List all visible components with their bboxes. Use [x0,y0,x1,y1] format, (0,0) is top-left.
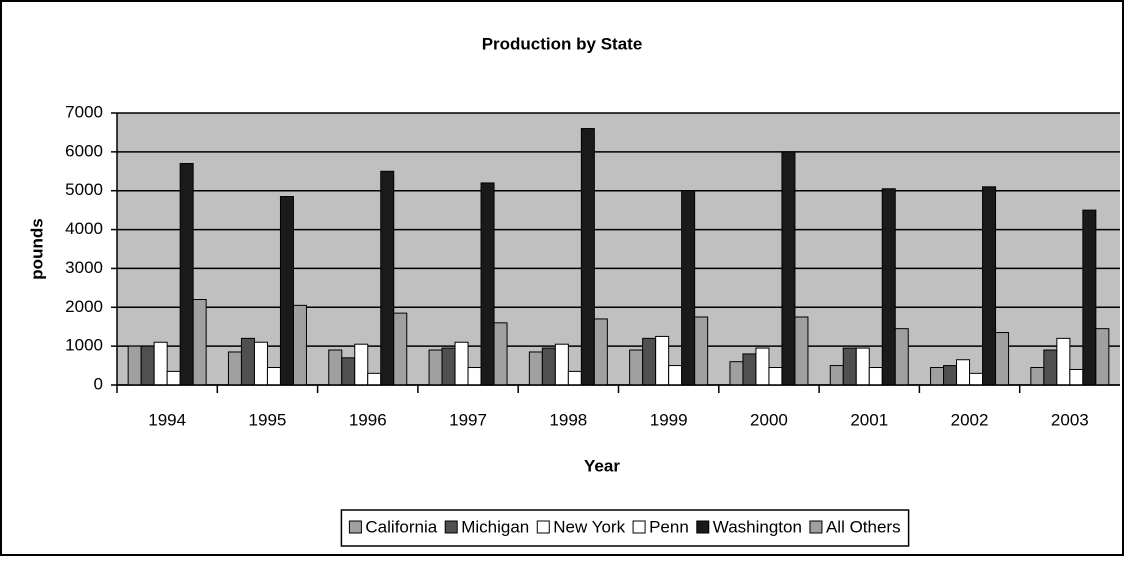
bar [253,341,268,386]
bar [140,345,155,386]
bar [1095,328,1110,386]
bar [153,341,168,386]
bar [179,163,194,386]
bar [593,318,608,386]
bar [930,367,945,386]
bar [266,367,281,386]
y-tick-label: 2000 [65,297,103,316]
bar [328,349,343,386]
x-tick-label: 2000 [750,410,788,429]
bar [995,332,1010,386]
bar [380,170,395,386]
legend-swatch [536,520,550,534]
bar [681,190,696,386]
x-tick-label: 1998 [549,410,587,429]
bar [580,128,595,386]
y-tick-label: 0 [94,374,103,393]
bar [668,365,683,386]
bar [969,372,984,386]
x-tick-label: 2002 [951,410,989,429]
x-tick-label: 2001 [850,410,888,429]
bar [729,361,744,386]
chart-title: Production by State [482,34,643,53]
bar [467,367,482,386]
bar [1069,368,1084,386]
legend-label: New York [553,517,625,536]
legend-swatch [348,520,362,534]
bar [227,351,242,386]
bar [192,299,207,386]
bar [1056,337,1071,386]
x-tick-label: 1995 [249,410,287,429]
bar [943,365,958,386]
bar [393,312,408,386]
bar [642,337,657,386]
bar [982,186,997,386]
bar [493,322,508,386]
x-tick-label: 1999 [650,410,688,429]
legend-label: Michigan [461,517,529,536]
bar [881,188,896,386]
bar [894,328,909,386]
legend-swatch [444,520,458,534]
x-tick-label: 1996 [349,410,387,429]
bar [829,365,844,386]
bar [629,349,644,386]
bar [528,351,543,386]
bar [279,196,294,386]
bar [292,304,307,386]
bar [166,370,181,386]
bar [755,347,770,386]
bar [855,347,870,386]
bar [127,345,142,386]
y-tick-label: 4000 [65,219,103,238]
bar [454,341,469,386]
legend-swatch [809,520,823,534]
y-axis-label: pounds [27,218,46,279]
bar [655,335,670,386]
bar [240,337,255,386]
bar [694,316,709,386]
y-tick-label: 6000 [65,141,103,160]
y-tick-label: 7000 [65,102,103,121]
bar [554,343,569,386]
bar [354,343,369,386]
legend-swatch [696,520,710,534]
bar [842,347,857,386]
legend-label: Penn [649,517,689,536]
bar [428,349,443,386]
bar [1030,367,1045,386]
x-axis-label: Year [584,456,620,475]
x-tick-label: 1997 [449,410,487,429]
bar [794,316,809,386]
bar [341,357,356,386]
bar [541,347,556,386]
y-tick-label: 3000 [65,258,103,277]
bar [367,372,382,386]
legend-label: All Others [826,517,901,536]
y-tick-label: 1000 [65,336,103,355]
bar [956,359,971,386]
y-tick-label: 5000 [65,180,103,199]
bar [768,367,783,386]
bar [1043,349,1058,386]
bar [868,367,883,386]
legend-label: California [365,517,437,536]
x-tick-label: 1994 [148,410,186,429]
x-tick-label: 2003 [1051,410,1089,429]
bar [781,151,796,386]
bar [480,182,495,386]
bar [742,353,757,386]
bar [567,370,582,386]
bar [441,347,456,386]
legend-swatch [632,520,646,534]
bar [1082,209,1097,386]
legend-label: Washington [713,517,802,536]
